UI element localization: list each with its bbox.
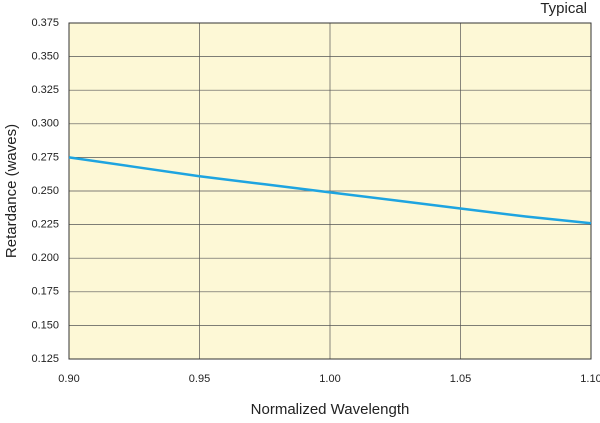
y-tick-label: 0.200 xyxy=(31,252,59,264)
annotation: Typical xyxy=(540,0,587,17)
y-tick-label: 0.375 xyxy=(31,17,59,29)
x-axis-label: Normalized Wavelength xyxy=(251,401,410,418)
y-tick-label: 0.275 xyxy=(31,151,59,163)
x-tick-label: 0.95 xyxy=(189,373,210,385)
y-tick-label: 0.225 xyxy=(31,219,59,231)
x-tick-label: 0.90 xyxy=(58,373,79,385)
plot-border xyxy=(68,22,592,360)
y-tick-label: 0.250 xyxy=(31,185,59,197)
y-tick-label: 0.350 xyxy=(31,51,59,63)
x-tick-label: 1.10 xyxy=(580,373,600,385)
y-tick-label: 0.300 xyxy=(31,118,59,130)
y-tick-label: 0.325 xyxy=(31,84,59,96)
y-axis-label: Retardance (waves) xyxy=(3,124,20,258)
y-tick-label: 0.125 xyxy=(31,353,59,365)
y-tick-label: 0.150 xyxy=(31,319,59,331)
x-tick-label: 1.00 xyxy=(319,373,340,385)
x-tick-label: 1.05 xyxy=(450,373,471,385)
data-line xyxy=(68,156,592,225)
y-tick-label: 0.175 xyxy=(31,286,59,298)
